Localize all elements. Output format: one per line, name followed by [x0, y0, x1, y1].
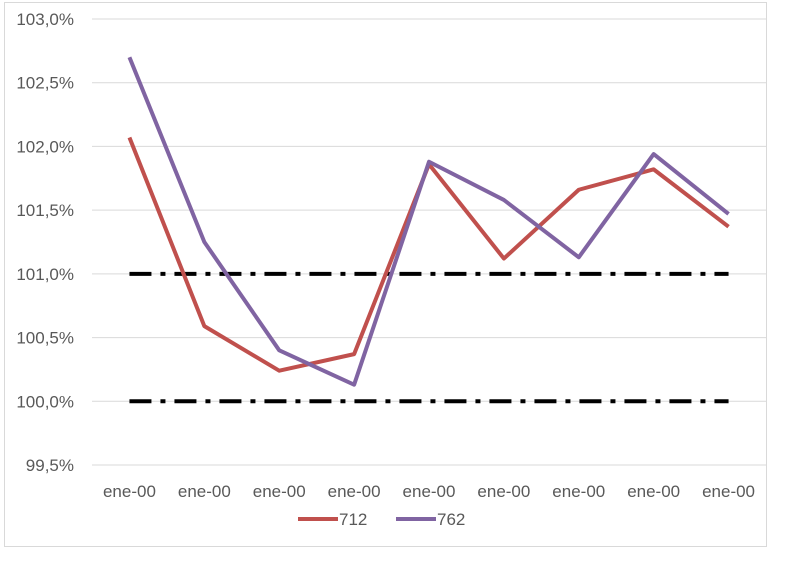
legend-label-712: 712 — [339, 510, 367, 529]
x-tick-label: ene-00 — [477, 482, 530, 501]
x-tick-label: ene-00 — [103, 482, 156, 501]
x-tick-label: ene-00 — [627, 482, 680, 501]
y-tick-label: 101,5% — [16, 201, 74, 220]
y-tick-label: 100,5% — [16, 329, 74, 348]
y-tick-label: 103,0% — [16, 10, 74, 29]
y-axis-tick-labels: 99,5% 100,0% 100,5% 101,0% 101,5% 102,0% 102,5… — [16, 10, 74, 475]
x-tick-label: ene-00 — [702, 482, 755, 501]
reference-lines — [129, 271, 729, 404]
y-tick-label: 99,5% — [26, 456, 74, 475]
y-tick-label: 102,5% — [16, 74, 74, 93]
gridlines — [92, 18, 766, 466]
series-line-762 — [127, 56, 730, 387]
legend: 712 762 — [298, 510, 465, 529]
x-tick-label: ene-00 — [253, 482, 306, 501]
x-tick-label: ene-00 — [178, 482, 231, 501]
x-tick-label: ene-00 — [403, 482, 456, 501]
y-tick-label: 100,0% — [16, 392, 74, 411]
legend-label-762: 762 — [437, 510, 465, 529]
series-lines — [127, 56, 730, 387]
x-axis-tick-labels: ene-00 ene-00 ene-00 ene-00 ene-00 ene-00 ene-… — [103, 482, 755, 501]
x-tick-label: ene-00 — [328, 482, 381, 501]
y-tick-label: 102,0% — [16, 137, 74, 156]
x-tick-label: ene-00 — [552, 482, 605, 501]
y-tick-label: 101,0% — [16, 265, 74, 284]
